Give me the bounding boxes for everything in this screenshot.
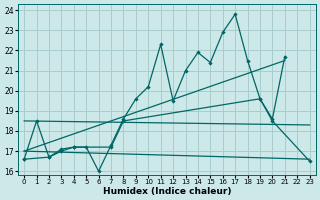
X-axis label: Humidex (Indice chaleur): Humidex (Indice chaleur)	[103, 187, 231, 196]
